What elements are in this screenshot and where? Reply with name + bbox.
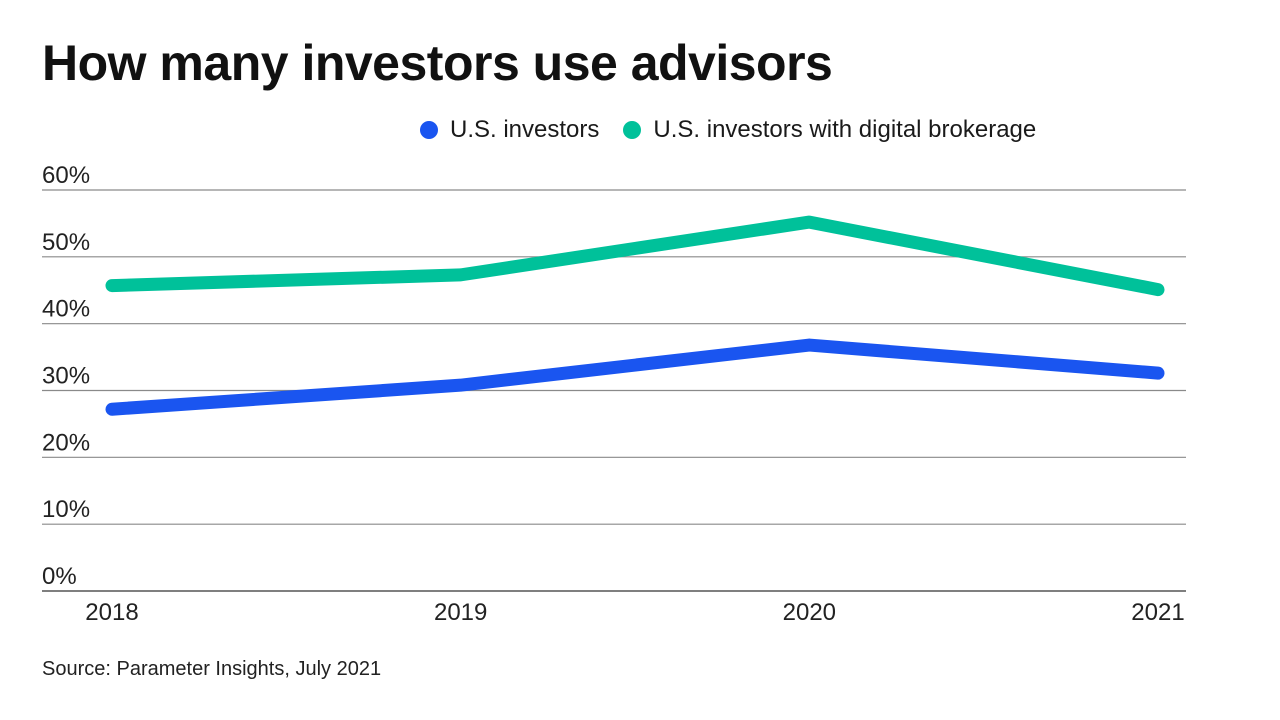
x-tick-label: 2021 — [1131, 599, 1184, 626]
legend-item-us-investors: U.S. investors — [420, 116, 599, 144]
x-tick-label: 2019 — [434, 599, 487, 626]
series-lines — [105, 215, 1165, 416]
source-note: Source: Parameter Insights, July 2021 — [42, 658, 382, 680]
series-line-us-investors — [105, 338, 1165, 416]
x-tick-label: 2018 — [85, 599, 138, 626]
series-line-digital-brokerage — [105, 215, 1165, 297]
legend-label: U.S. investors — [450, 116, 600, 143]
legend-dot-icon — [623, 121, 642, 139]
y-tick-label: 40% — [42, 296, 90, 323]
chart-title: How many investors use advisors — [42, 35, 833, 91]
x-tick-label: 2020 — [783, 599, 836, 626]
y-tick-label: 60% — [42, 162, 90, 189]
y-tick-label: 0% — [42, 563, 77, 590]
y-tick-label: 10% — [42, 496, 90, 523]
legend-dot-icon — [420, 121, 438, 139]
x-axis-ticks: 2018 2019 2020 2021 — [85, 599, 1184, 626]
legend-label: U.S. investors with digital brokerage — [653, 116, 1037, 143]
legend-item-digital-brokerage: U.S. investors with digital brokerage — [623, 116, 1036, 144]
y-tick-label: 30% — [42, 363, 90, 390]
y-axis-ticks: 0% 10% 20% 30% 40% 50% 60% — [42, 162, 90, 590]
legend: U.S. investors U.S. investors with digit… — [420, 116, 1060, 144]
y-tick-label: 50% — [42, 229, 90, 256]
y-tick-label: 20% — [42, 429, 90, 456]
